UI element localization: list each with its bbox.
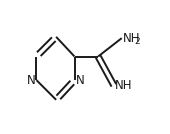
Text: 2: 2 [134,37,139,46]
Text: NH: NH [115,79,133,92]
Text: N: N [76,74,84,87]
Text: NH: NH [123,32,141,45]
Text: N: N [26,74,35,87]
